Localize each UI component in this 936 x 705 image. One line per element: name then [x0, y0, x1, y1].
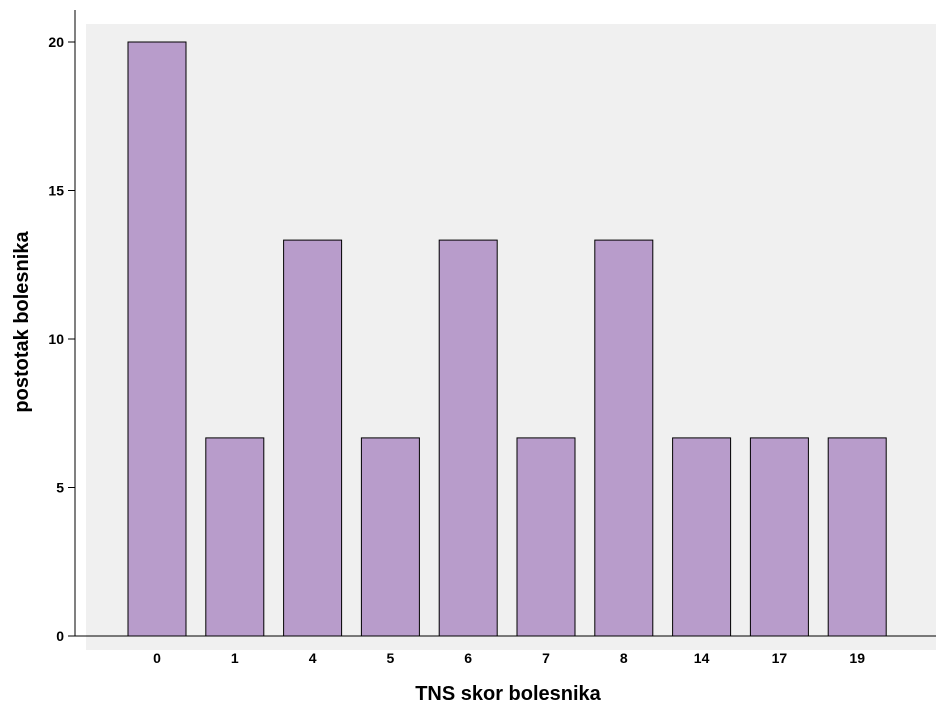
bar-5	[360, 437, 420, 637]
x-tick-label: 1	[231, 650, 239, 666]
x-tick-label: 7	[542, 650, 550, 666]
x-axis-title: TNS skor bolesnika	[415, 683, 601, 705]
bar-7	[516, 437, 576, 637]
bar-17	[749, 437, 809, 637]
y-tick-label: 5	[56, 480, 64, 496]
y-tick-label: 20	[48, 34, 64, 50]
bars-group	[127, 41, 887, 637]
y-ticks-group: 0 5 10 15 20	[48, 34, 75, 644]
y-axis-title: postotak bolesnika	[11, 231, 33, 413]
bar-19	[827, 437, 887, 637]
y-tick-label: 15	[48, 183, 64, 199]
x-ticks-group: 0 1 4 5 6 7 8 14 17 19	[153, 650, 865, 666]
bar-14	[672, 437, 732, 637]
x-tick-label: 8	[620, 650, 628, 666]
x-tick-label: 4	[309, 650, 317, 666]
x-tick-label: 14	[694, 650, 710, 666]
x-tick-label: 6	[464, 650, 472, 666]
bar-4	[283, 239, 343, 637]
x-tick-label: 19	[849, 650, 865, 666]
y-tick-label: 10	[48, 331, 64, 347]
bar-0	[127, 41, 187, 637]
bar-1	[205, 437, 265, 637]
bar-8	[594, 239, 654, 637]
bar-6	[438, 239, 498, 637]
y-tick-label: 0	[56, 628, 64, 644]
x-tick-label: 0	[153, 650, 161, 666]
x-tick-label: 17	[772, 650, 788, 666]
x-tick-label: 5	[387, 650, 395, 666]
